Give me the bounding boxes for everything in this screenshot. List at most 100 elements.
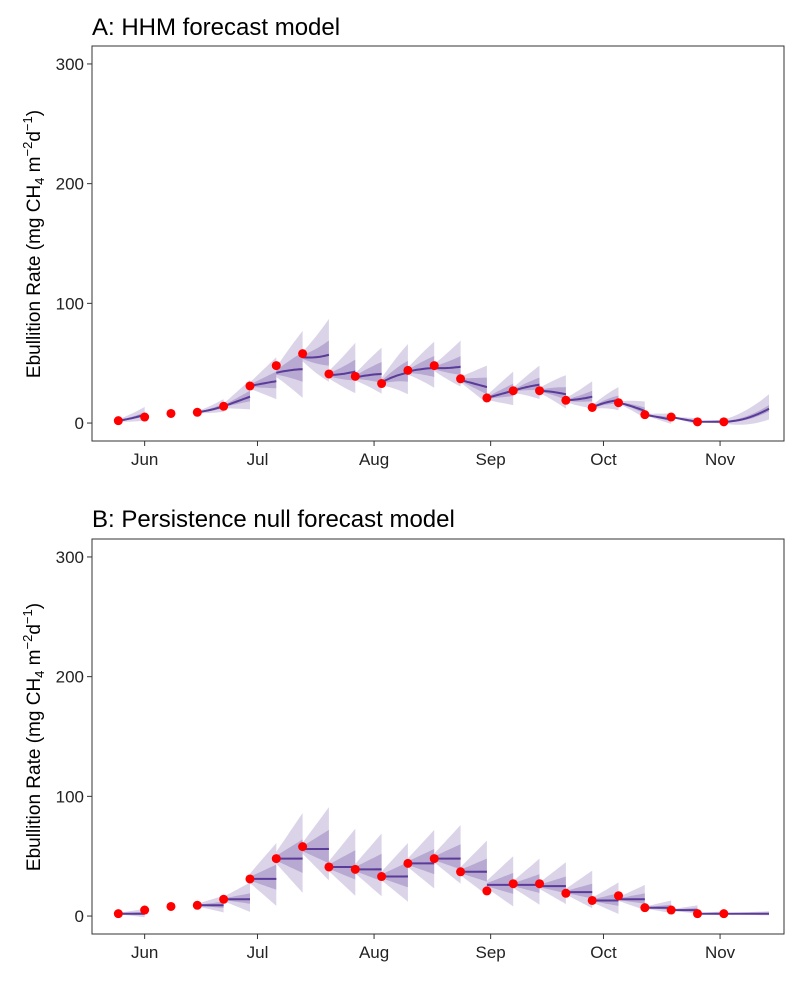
middle-interval-band bbox=[513, 874, 540, 893]
plot-frame bbox=[91, 45, 785, 442]
forecast-median-line bbox=[381, 371, 409, 384]
observed-point bbox=[377, 379, 387, 389]
outer-interval-band bbox=[223, 380, 250, 410]
outer-interval-band bbox=[250, 843, 277, 906]
observed-point bbox=[166, 408, 176, 418]
observed-point bbox=[693, 909, 702, 919]
outer-interval-band bbox=[355, 347, 382, 394]
observed-point bbox=[324, 369, 334, 379]
panel-a-ylabel-sub: 4 bbox=[32, 178, 47, 185]
observed-point bbox=[640, 410, 650, 420]
y-tick-label: 100 bbox=[56, 787, 84, 806]
forecast-median-line bbox=[276, 368, 303, 374]
observed-point bbox=[271, 361, 281, 371]
observed-point bbox=[508, 386, 518, 396]
middle-interval-band bbox=[302, 829, 329, 864]
panel-a-ylabel: Ebullition Rate (mg CH4 m−2d−1) bbox=[20, 110, 47, 378]
forecast-median-line bbox=[223, 395, 251, 408]
observed-point bbox=[113, 909, 123, 919]
observed-point bbox=[535, 386, 545, 396]
middle-interval-band bbox=[460, 858, 487, 882]
forecast-median-line bbox=[486, 389, 514, 399]
panel-a-ylabel-main: Ebullition Rate (mg CH bbox=[24, 185, 45, 378]
outer-interval-band bbox=[328, 828, 356, 896]
panel-a-ylabel-sup1: −2 bbox=[20, 142, 35, 157]
observed-point bbox=[693, 417, 702, 427]
middle-interval-band bbox=[276, 352, 303, 382]
middle-interval-band bbox=[302, 340, 329, 366]
observed-point bbox=[587, 895, 597, 905]
outer-interval-band bbox=[355, 833, 382, 897]
y-tick-label: 0 bbox=[75, 414, 84, 433]
observed-point bbox=[719, 909, 729, 919]
plot-frame bbox=[91, 538, 785, 935]
middle-interval-band bbox=[328, 850, 356, 880]
outer-interval-band bbox=[197, 399, 224, 414]
observed-point bbox=[640, 903, 650, 913]
x-tick-label: Jun bbox=[131, 943, 158, 962]
observed-point bbox=[587, 402, 597, 412]
middle-interval-band bbox=[434, 844, 461, 870]
middle-interval-band bbox=[355, 362, 382, 383]
panel-b-ylabel-sup2: −1 bbox=[20, 609, 35, 624]
forecast-median-line bbox=[723, 407, 770, 423]
observed-point bbox=[482, 393, 492, 403]
outer-interval-band bbox=[381, 344, 408, 395]
observed-point bbox=[113, 416, 123, 426]
observed-point bbox=[535, 879, 545, 889]
observed-point bbox=[192, 900, 202, 910]
x-tick-label: Nov bbox=[705, 450, 736, 469]
outer-interval-band bbox=[276, 330, 303, 398]
observed-point bbox=[561, 395, 571, 405]
middle-interval-band bbox=[355, 853, 382, 881]
outer-interval-band bbox=[407, 341, 435, 388]
observed-point bbox=[666, 905, 676, 915]
outer-interval-band bbox=[381, 843, 408, 902]
observed-point bbox=[192, 407, 202, 417]
middle-interval-band bbox=[381, 360, 408, 384]
x-tick-label: Oct bbox=[590, 450, 617, 469]
outer-interval-band bbox=[197, 895, 224, 913]
middle-interval-band bbox=[381, 862, 408, 888]
observed-point bbox=[719, 417, 729, 427]
outer-interval-band bbox=[592, 882, 619, 914]
observed-point bbox=[298, 842, 308, 852]
observed-point bbox=[166, 901, 176, 911]
y-tick-label: 200 bbox=[56, 175, 84, 194]
middle-interval-band bbox=[407, 356, 435, 377]
x-tick-label: Nov bbox=[705, 943, 736, 962]
forecast-median-line bbox=[460, 379, 488, 389]
y-tick-label: 200 bbox=[56, 668, 84, 687]
y-tick-label: 300 bbox=[56, 548, 84, 567]
outer-interval-band bbox=[434, 340, 461, 387]
panel-b-plot-area: 0 100 200 300 Jun Jul Aug Sep Oct Nov bbox=[56, 538, 785, 962]
observed-point bbox=[245, 381, 255, 391]
panel-b: B: Persistence null forecast model Ebull… bbox=[20, 506, 785, 962]
middle-interval-band bbox=[486, 873, 514, 894]
observed-point bbox=[482, 886, 492, 896]
observed-point bbox=[377, 872, 387, 882]
panel-a-ylabel-d: d bbox=[24, 131, 45, 142]
panel-a: A: HHM forecast model Ebullition Rate (m… bbox=[20, 14, 785, 469]
panel-b-ylabel-mid: m bbox=[24, 649, 45, 670]
forecast-median-line bbox=[302, 353, 330, 359]
observed-point bbox=[614, 891, 624, 901]
observed-point bbox=[403, 365, 413, 375]
panel-b-ylabel-sub: 4 bbox=[32, 671, 47, 678]
x-tick-label: Jul bbox=[247, 943, 269, 962]
observed-point bbox=[456, 867, 466, 877]
middle-interval-band bbox=[486, 383, 514, 399]
outer-interval-band bbox=[250, 357, 277, 400]
observed-point bbox=[429, 361, 439, 371]
panel-b-ylabel-sup1: −2 bbox=[20, 635, 35, 650]
outer-interval-band bbox=[434, 825, 461, 884]
panel-b-title: B: Persistence null forecast model bbox=[92, 506, 455, 533]
observed-point bbox=[666, 412, 676, 422]
middle-interval-band bbox=[434, 356, 461, 375]
outer-interval-band bbox=[486, 856, 514, 907]
outer-interval-band bbox=[460, 840, 487, 896]
outer-interval-band bbox=[618, 884, 645, 911]
observed-point bbox=[271, 854, 281, 864]
